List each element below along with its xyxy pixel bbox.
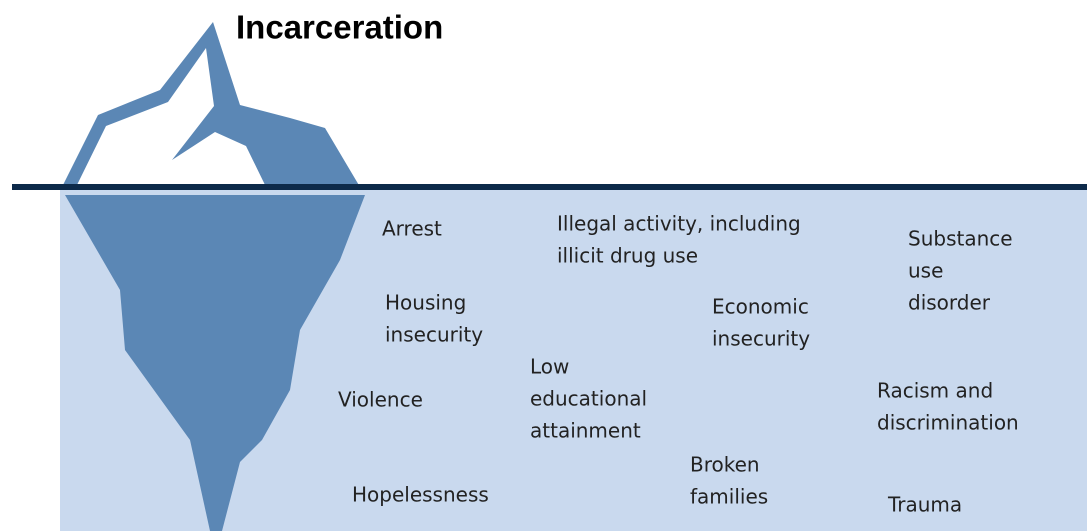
label-line: Broken [690, 453, 760, 477]
label-line: Racism and [877, 379, 993, 403]
label-line: Arrest [382, 217, 442, 241]
label-line: Illegal activity, including [557, 212, 801, 236]
label-line: attainment [530, 419, 641, 443]
label-line: Low [530, 355, 569, 379]
label-line: insecurity [385, 323, 483, 347]
label-line: Substance [908, 227, 1013, 251]
label-line: Hopelessness [352, 483, 489, 507]
label-line: Economic [712, 295, 809, 319]
label-line: discrimination [877, 411, 1019, 435]
label-line: Housing [385, 291, 466, 315]
label-line: disorder [908, 291, 991, 315]
label-line: use [908, 259, 943, 283]
label-line: insecurity [712, 327, 810, 351]
label-line: illicit drug use [557, 244, 698, 268]
iceberg-diagram: Incarceration Arrest Illegal activity, in… [0, 0, 1087, 531]
label-line: families [690, 485, 768, 509]
label-line: educational [530, 387, 647, 411]
label-line: Trauma [887, 493, 962, 517]
title: Incarceration [236, 9, 443, 46]
label-line: Violence [338, 388, 423, 412]
water-line [12, 184, 1087, 190]
